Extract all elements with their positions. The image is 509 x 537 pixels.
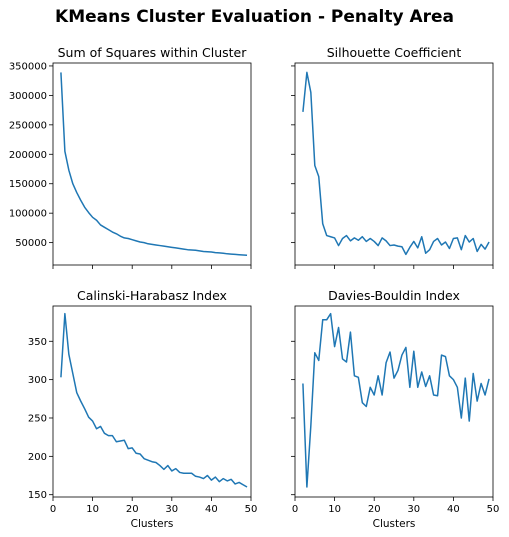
- subplot-title: Davies-Bouldin Index: [328, 288, 460, 303]
- x-tick-label: 40: [447, 504, 460, 515]
- series-line: [302, 71, 490, 256]
- y-tick-label: 150: [28, 490, 47, 501]
- x-tick-label: 30: [165, 504, 178, 515]
- axes-frame: [294, 305, 494, 498]
- x-tick-label: 50: [245, 504, 258, 515]
- subplot-2: Silhouette Coefficient: [291, 45, 494, 269]
- y-tick-label: 50000: [15, 238, 47, 249]
- subplot-title: Calinski-Harabasz Index: [77, 288, 227, 303]
- series-line: [302, 312, 490, 488]
- subplot-grid: Sum of Squares within Cluster 50000 100000…: [9, 45, 500, 530]
- x-tick-label: 0: [292, 504, 298, 515]
- y-tick-label: 250000: [9, 120, 47, 131]
- x-axis-label: Clusters: [131, 518, 174, 530]
- y-tick-label: 300: [28, 375, 47, 386]
- y-tick-label: 350000: [9, 61, 47, 72]
- axes-frame: [294, 62, 494, 266]
- series-line: [60, 72, 248, 257]
- x-tick-label: 10: [328, 504, 341, 515]
- y-tick-label: 200: [28, 452, 47, 463]
- axes-frame: [52, 305, 252, 498]
- series-line: [60, 312, 248, 488]
- x-tick-label: 0: [50, 504, 56, 515]
- y-tick-label: 200000: [9, 150, 47, 161]
- x-tick-label: 20: [126, 504, 139, 515]
- y-tick-label: 100000: [9, 209, 47, 220]
- x-tick-label: 50: [487, 504, 500, 515]
- subplot-title: Silhouette Coefficient: [327, 45, 462, 60]
- x-tick-label: 20: [368, 504, 381, 515]
- x-tick-label: 30: [407, 504, 420, 515]
- y-tick-label: 350: [28, 337, 47, 348]
- axes-frame: [52, 62, 252, 266]
- x-axis-label: Clusters: [373, 518, 416, 530]
- subplot-title: Sum of Squares within Cluster: [58, 45, 248, 60]
- subplot-4: Davies-Bouldin Index 0 10 20 30 40 50 Clusters: [291, 288, 499, 530]
- x-tick-label: 10: [86, 504, 99, 515]
- y-tick-label: 150000: [9, 179, 47, 190]
- subplot-3: Calinski-Harabasz Index 150 200 250 300 350 0 1…: [28, 288, 257, 530]
- figure-title: KMeans Cluster Evaluation - Penalty Area: [55, 7, 454, 27]
- y-tick-label: 300000: [9, 91, 47, 102]
- x-tick-label: 40: [205, 504, 218, 515]
- subplot-1: Sum of Squares within Cluster 50000 100000…: [9, 45, 252, 269]
- y-tick-label: 250: [28, 413, 47, 424]
